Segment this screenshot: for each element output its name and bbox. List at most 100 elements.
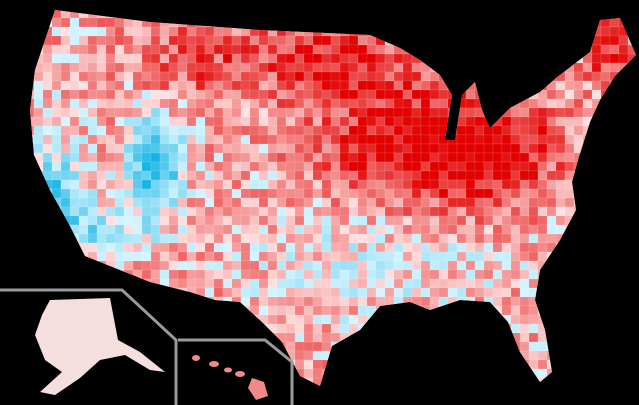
county-tile bbox=[114, 125, 125, 136]
county-tile bbox=[204, 134, 215, 145]
county-tile bbox=[51, 62, 62, 73]
county-tile bbox=[375, 62, 386, 73]
county-tile bbox=[339, 125, 350, 136]
county-tile bbox=[51, 179, 62, 190]
county-tile bbox=[222, 224, 233, 235]
county-tile bbox=[294, 170, 305, 181]
county-tile bbox=[87, 242, 98, 253]
county-tile bbox=[555, 161, 566, 172]
county-tile bbox=[456, 188, 467, 199]
county-tile bbox=[519, 206, 530, 217]
county-tile bbox=[96, 161, 107, 172]
county-tile bbox=[240, 134, 251, 145]
county-tile bbox=[492, 125, 503, 136]
county-tile bbox=[123, 26, 134, 37]
county-tile bbox=[474, 260, 485, 271]
county-tile bbox=[429, 107, 440, 118]
county-tile bbox=[213, 269, 224, 280]
county-tile bbox=[357, 62, 368, 73]
county-tile bbox=[366, 53, 377, 64]
county-tile bbox=[159, 143, 170, 154]
county-tile bbox=[537, 341, 548, 352]
county-tile bbox=[465, 143, 476, 154]
county-tile bbox=[303, 269, 314, 280]
county-tile bbox=[150, 143, 161, 154]
county-tile bbox=[258, 260, 269, 271]
county-tile bbox=[294, 359, 305, 370]
county-tile bbox=[258, 188, 269, 199]
county-tile bbox=[321, 62, 332, 73]
county-tile bbox=[447, 278, 458, 289]
county-tile bbox=[537, 224, 548, 235]
county-tile bbox=[411, 287, 422, 298]
county-tile bbox=[348, 134, 359, 145]
county-tile bbox=[294, 80, 305, 91]
county-tile bbox=[294, 188, 305, 199]
county-tile bbox=[429, 125, 440, 136]
county-tile bbox=[276, 233, 287, 244]
county-tile bbox=[159, 260, 170, 271]
county-tile bbox=[96, 242, 107, 253]
county-tile bbox=[132, 197, 143, 208]
county-tile bbox=[222, 26, 233, 37]
county-tile bbox=[186, 116, 197, 127]
county-tile bbox=[348, 242, 359, 253]
county-tile bbox=[348, 323, 359, 334]
county-tile bbox=[330, 170, 341, 181]
county-tile bbox=[78, 26, 89, 37]
county-tile bbox=[150, 269, 161, 280]
county-tile bbox=[159, 161, 170, 172]
county-tile bbox=[582, 62, 593, 73]
county-tile bbox=[69, 98, 80, 109]
county-tile bbox=[465, 116, 476, 127]
county-tile bbox=[60, 188, 71, 199]
county-tile bbox=[312, 197, 323, 208]
county-tile bbox=[150, 197, 161, 208]
county-tile bbox=[330, 260, 341, 271]
county-tile bbox=[267, 89, 278, 100]
county-tile bbox=[393, 179, 404, 190]
county-tile bbox=[114, 188, 125, 199]
county-tile bbox=[366, 98, 377, 109]
county-tile bbox=[114, 80, 125, 91]
county-tile bbox=[501, 170, 512, 181]
county-tile bbox=[303, 206, 314, 217]
county-tile bbox=[312, 305, 323, 316]
county-tile bbox=[231, 71, 242, 82]
county-tile bbox=[177, 269, 188, 280]
county-tile bbox=[240, 224, 251, 235]
county-tile bbox=[456, 197, 467, 208]
county-tile bbox=[186, 80, 197, 91]
county-tile bbox=[231, 98, 242, 109]
county-tile bbox=[231, 197, 242, 208]
county-tile bbox=[96, 125, 107, 136]
county-tile bbox=[501, 116, 512, 127]
county-tile bbox=[303, 71, 314, 82]
county-tile bbox=[42, 116, 53, 127]
county-tile bbox=[321, 242, 332, 253]
county-tile bbox=[420, 197, 431, 208]
county-tile bbox=[168, 89, 179, 100]
county-tile bbox=[573, 80, 584, 91]
county-tile bbox=[366, 161, 377, 172]
county-tile bbox=[78, 179, 89, 190]
county-tile bbox=[330, 152, 341, 163]
county-tile bbox=[375, 89, 386, 100]
county-tile bbox=[42, 152, 53, 163]
county-tile bbox=[231, 224, 242, 235]
county-tile bbox=[348, 98, 359, 109]
county-tile bbox=[429, 296, 440, 307]
county-tile bbox=[357, 179, 368, 190]
county-tile bbox=[348, 278, 359, 289]
hawaii bbox=[192, 355, 268, 400]
county-tile bbox=[222, 107, 233, 118]
county-tile bbox=[96, 233, 107, 244]
county-tile bbox=[438, 197, 449, 208]
county-tile bbox=[276, 134, 287, 145]
county-tile bbox=[132, 152, 143, 163]
county-tile bbox=[447, 260, 458, 271]
county-tile bbox=[285, 98, 296, 109]
county-tile bbox=[321, 287, 332, 298]
county-tile bbox=[186, 251, 197, 262]
county-tile bbox=[231, 233, 242, 244]
